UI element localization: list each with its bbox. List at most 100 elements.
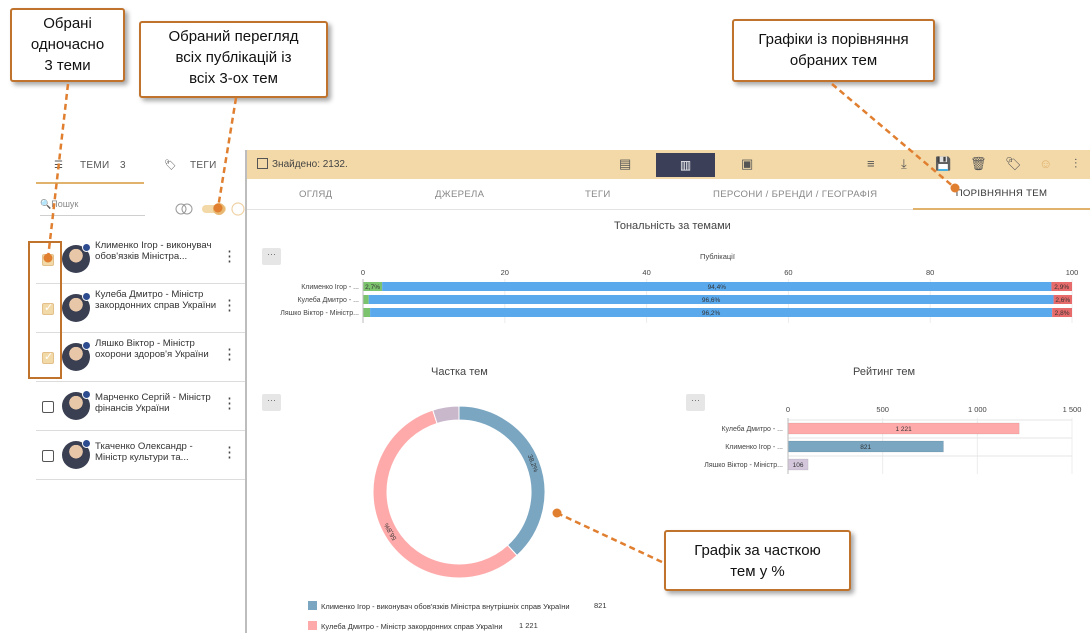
tick-label: 0 xyxy=(786,405,790,414)
theme-item[interactable]: Кулеба Дмитро - Міністр закордонних спра… xyxy=(36,284,246,333)
verified-icon xyxy=(82,243,91,252)
data-label: 2,9% xyxy=(1054,284,1069,291)
share-donut-chart: 38,2%56,8% xyxy=(372,405,546,579)
verified-icon xyxy=(82,439,91,448)
more-icon[interactable]: ⋮ xyxy=(222,248,237,265)
sentiment-icon[interactable]: ☺ xyxy=(1039,156,1053,171)
rating-chart: 0 500 1 000 1 500 Кулеба Дмитро - ... 1 221 Кл… xyxy=(704,405,1081,474)
category-label: Клименко Ігор - ... xyxy=(301,284,359,291)
data-label: 2,6% xyxy=(1055,297,1070,304)
theme-name: Кулеба Дмитро - Міністр закордонних спра… xyxy=(95,289,217,311)
tag-icon[interactable]: 🏷 xyxy=(1005,156,1022,171)
tick-label: 1 000 xyxy=(968,405,987,414)
theme-name: Ляшко Віктор - Міністр охорони здоров'я … xyxy=(95,338,209,360)
theme-name: Ткаченко Олександр - Міністр культури та… xyxy=(95,441,193,463)
legend-swatch xyxy=(308,601,317,610)
donut-slice xyxy=(372,409,518,579)
theme-item[interactable]: Ляшко Віктор - Міністр охорони здоров'я … xyxy=(36,333,246,382)
bar-segment xyxy=(1051,282,1072,291)
bar-segment xyxy=(1052,308,1072,317)
image-icon[interactable]: ▣ xyxy=(741,156,754,171)
bar-segment xyxy=(370,308,1053,317)
tick-label: 500 xyxy=(876,405,889,414)
union-view-toggle[interactable] xyxy=(200,201,246,217)
theme-item[interactable]: Ткаченко Олександр - Міністр культури та… xyxy=(36,431,246,480)
tab-compare-themes[interactable]: ПОРІВНЯННЯ ТЕМ xyxy=(913,179,1090,210)
more-icon[interactable]: ⋮ xyxy=(222,297,237,314)
search-input[interactable]: 🔍Пошук xyxy=(40,199,145,216)
axis-label: Публікації xyxy=(700,252,736,261)
sentiment-chart: Публікації 0 20 40 60 80 100 Клименко Ігор - ..… xyxy=(280,252,1079,323)
data-label: 106 xyxy=(793,462,804,469)
intersection-icon[interactable] xyxy=(174,203,194,215)
tick-label: 100 xyxy=(1066,268,1079,277)
more-icon[interactable]: ⋮ xyxy=(222,444,237,461)
themes-panel: ☰ ТЕМИ 3 🏷 ТЕГИ 🔍Пошук Клименко Ігор - в… xyxy=(36,150,246,633)
legend-label: Кулеба Дмитро - Міністр закордонних спра… xyxy=(321,622,503,631)
tab-sources[interactable]: ДЖЕРЕЛА xyxy=(435,189,485,200)
legend-item[interactable]: Кулеба Дмитро - Міністр закордонних спра… xyxy=(308,621,548,631)
tick-label: 40 xyxy=(642,268,650,277)
filter-icon[interactable]: ⫶ xyxy=(1074,156,1078,171)
bar-segment xyxy=(382,282,1052,291)
more-icon[interactable]: ⋮ xyxy=(222,395,237,412)
category-label: Кулеба Дмитро - ... xyxy=(721,425,783,433)
active-tab-underline xyxy=(36,182,144,184)
chart-menu-button[interactable]: ··· xyxy=(262,394,281,411)
legend-item[interactable]: Клименко Ігор - виконувач обов'язків Мін… xyxy=(308,601,628,611)
bar-segment xyxy=(363,282,383,291)
theme-checkbox[interactable] xyxy=(42,350,54,364)
save-icon[interactable]: 💾 xyxy=(935,156,952,171)
theme-item[interactable]: Марченко Сергій - Міністр фінансів Украї… xyxy=(36,382,246,431)
tab-bar: ОГЛЯД ДЖЕРЕЛА ТЕГИ ПЕРСОНИ / БРЕНДИ / ГЕ… xyxy=(247,179,1090,210)
callout-share: Графік за часткою тем у % xyxy=(664,530,851,591)
tag-icon: 🏷 xyxy=(164,160,177,171)
tab-overview[interactable]: ОГЛЯД xyxy=(299,189,333,200)
callout-themes: Обрані одночасно 3 теми xyxy=(10,8,125,82)
search-icon: 🔍 xyxy=(40,199,52,209)
themes-count: 3 xyxy=(120,160,126,171)
donut-slice xyxy=(432,405,460,425)
theme-checkbox[interactable] xyxy=(42,401,54,413)
theme-name: Клименко Ігор - виконувач обов'язків Мін… xyxy=(95,240,212,262)
list-icon[interactable]: ≡ xyxy=(867,156,875,171)
callout-view: Обраний перегляд всіх публікацій із всіх… xyxy=(139,21,328,98)
found-text: Знайдено: 2132. xyxy=(272,159,348,170)
theme-checkbox[interactable] xyxy=(42,301,54,315)
data-label: 96,6% xyxy=(702,297,721,304)
chart-menu-button[interactable]: ··· xyxy=(686,394,705,411)
chart-menu-button[interactable]: ··· xyxy=(262,248,281,265)
chart-view-button[interactable]: ▥ xyxy=(656,153,715,177)
category-label: Ляшко Віктор - Міністр... xyxy=(280,309,359,317)
theme-checkbox[interactable] xyxy=(42,252,54,266)
verified-icon xyxy=(82,292,91,301)
bar-segment xyxy=(363,308,371,317)
data-label: 1 221 xyxy=(895,426,912,433)
select-all-checkbox[interactable] xyxy=(257,158,268,169)
data-label: 94,4% xyxy=(708,284,727,291)
tab-tags[interactable]: ТЕГИ xyxy=(190,160,217,171)
tab-persons[interactable]: ПЕРСОНИ / БРЕНДИ / ГЕОГРАФІЯ xyxy=(713,189,878,200)
tab-tags[interactable]: ТЕГИ xyxy=(585,189,611,200)
bar-segment xyxy=(1053,295,1072,304)
bar-segment xyxy=(363,295,369,304)
tab-label: ПОРІВНЯННЯ ТЕМ xyxy=(955,188,1048,199)
chart-title-share: Частка тем xyxy=(431,366,488,378)
arrow-line xyxy=(556,511,663,564)
tick-label: 0 xyxy=(361,268,365,277)
category-label: Ляшко Віктор - Міністр... xyxy=(704,461,783,469)
tick-label: 20 xyxy=(501,268,509,277)
theme-item[interactable]: Клименко Ігор - виконувач обов'язків Мін… xyxy=(36,235,246,284)
callout-charts: Графіки із порівняння обраних тем xyxy=(732,19,935,82)
tick-label: 60 xyxy=(784,268,792,277)
bar-segment xyxy=(368,295,1054,304)
tab-themes[interactable]: ТЕМИ xyxy=(80,160,110,171)
donut-slice xyxy=(458,405,546,557)
theme-checkbox[interactable] xyxy=(42,450,54,462)
document-icon[interactable]: ▤ xyxy=(619,156,632,171)
more-icon[interactable]: ⋮ xyxy=(222,346,237,363)
download-icon[interactable]: ⤓ xyxy=(901,156,907,171)
panel-divider xyxy=(245,150,247,633)
delete-icon[interactable]: 🗑 xyxy=(970,156,987,171)
data-label: 821 xyxy=(860,444,871,451)
